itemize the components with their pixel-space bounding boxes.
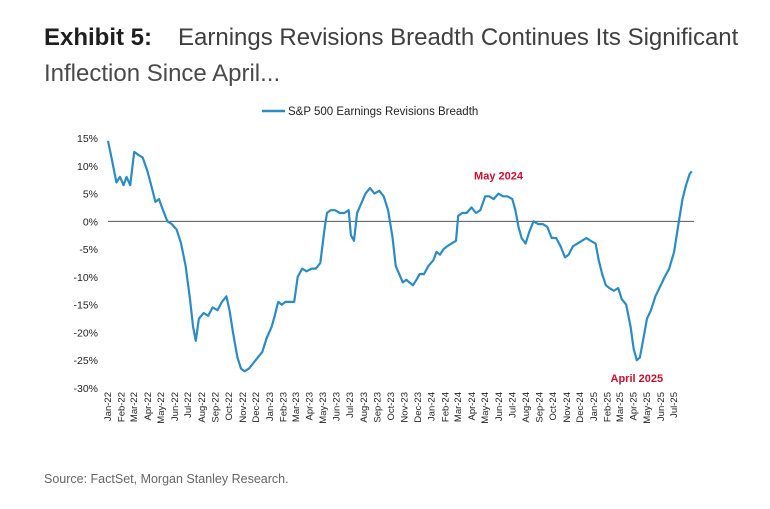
x-tick-label: Sep-22 [211, 392, 222, 423]
x-tick-label: Jan-25 [589, 392, 600, 421]
x-tick-label: Jul-22 [183, 392, 194, 418]
x-tick-label: Dec-23 [413, 392, 424, 423]
x-tick-label: Mar-23 [291, 392, 302, 422]
annotations: May 2024 April 2025 [474, 171, 663, 386]
x-tick-label: Feb-23 [279, 392, 290, 422]
x-tick-label: Jul-23 [345, 392, 356, 418]
x-tick-label: Jun-22 [170, 392, 181, 421]
x-tick-label: Jun-24 [494, 392, 505, 421]
x-tick-label: May-25 [642, 392, 653, 424]
y-tick-label: 15% [77, 133, 98, 145]
title-text: Earnings Revisions Breadth Continues Its… [178, 24, 739, 51]
y-tick-label: -25% [73, 355, 98, 367]
series-line [106, 140, 693, 373]
y-tick-label: -20% [73, 327, 98, 339]
y-tick-label: -10% [73, 272, 98, 284]
x-tick-label: Feb-24 [440, 392, 451, 422]
y-tick-label: 0% [83, 216, 98, 228]
x-tick-label: Feb-22 [117, 392, 128, 422]
x-tick-label: Feb-25 [603, 392, 614, 422]
x-tick-label: Sep-24 [535, 392, 546, 423]
x-axis: Jan-22 Feb-22 Mar-22 Apr-22 May-22 Jun-22 Jul-… [103, 392, 680, 424]
x-tick-label: Aug-23 [359, 392, 370, 423]
x-tick-label: Aug-24 [521, 392, 532, 423]
x-tick-label: Apr-22 [143, 392, 154, 421]
x-tick-label: Oct-24 [548, 392, 559, 421]
x-tick-label: Oct-23 [386, 392, 397, 421]
x-tick-label: May-24 [480, 392, 491, 424]
title-line-1: Exhibit 5: Earnings Revisions Breadth Con… [44, 20, 744, 56]
x-tick-label: Jan-22 [103, 392, 114, 421]
exhibit-label: Exhibit 5: [44, 24, 153, 51]
x-tick-label: Jun-23 [332, 392, 343, 421]
legend-label: S&P 500 Earnings Revisions Breadth [288, 106, 478, 118]
x-tick-label: Oct-22 [224, 392, 235, 421]
x-tick-label: Dec-22 [251, 392, 262, 423]
x-tick-label: Dec-24 [575, 392, 586, 423]
source-note: Source: FactSet, Morgan Stanley Research… [44, 472, 289, 486]
title-block: Exhibit 5: Earnings Revisions Breadth Con… [44, 20, 744, 92]
x-tick-label: Jan-24 [427, 392, 438, 421]
annotation-trough: April 2025 [611, 373, 664, 385]
annotation-peak: May 2024 [474, 171, 524, 183]
x-tick-label: Jul-25 [669, 392, 680, 418]
x-tick-label: Nov-24 [562, 392, 573, 423]
x-tick-label: Mar-24 [453, 392, 464, 422]
y-tick-label: -5% [79, 244, 98, 256]
y-axis: 15% 10% 5% 0% -5% -10% -15% -20% -25% -30% [73, 133, 98, 395]
y-tick-label: -30% [73, 383, 98, 395]
x-tick-label: Apr-25 [629, 392, 640, 421]
x-tick-label: Mar-22 [129, 392, 140, 422]
x-tick-label: May-22 [156, 392, 167, 424]
x-tick-label: Nov-22 [238, 392, 249, 423]
y-tick-label: -15% [73, 300, 98, 312]
x-tick-label: Jan-23 [265, 392, 276, 421]
x-tick-label: Apr-24 [467, 392, 478, 421]
x-tick-label: Nov-23 [400, 392, 411, 423]
x-tick-label: Mar-25 [615, 392, 626, 422]
x-tick-label: Aug-22 [197, 392, 208, 423]
x-tick-label: Jul-24 [507, 392, 518, 418]
x-tick-label: Sep-23 [373, 392, 384, 423]
x-tick-label: May-23 [318, 392, 329, 424]
legend: S&P 500 Earnings Revisions Breadth [262, 106, 478, 118]
title-line-2: Inflection Since April... [44, 60, 281, 87]
x-tick-label: Apr-23 [305, 392, 316, 421]
y-tick-label: 5% [83, 189, 98, 201]
x-tick-label: Jun-25 [656, 392, 667, 421]
y-tick-label: 10% [77, 161, 98, 173]
